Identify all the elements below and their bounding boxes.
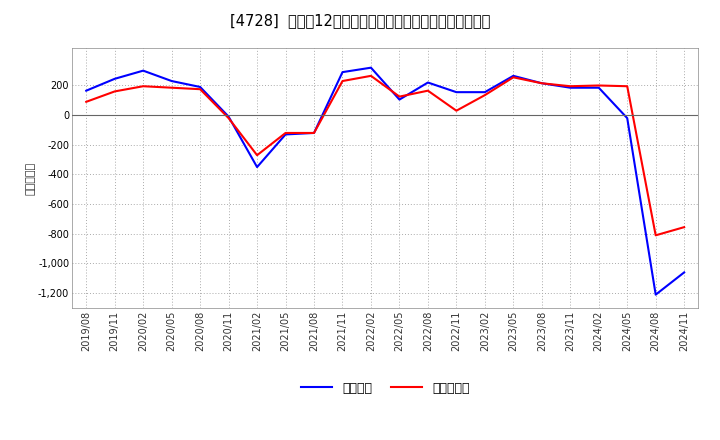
当期純利益 <box>623 84 631 89</box>
経常利益 <box>423 80 432 85</box>
当期純利益 <box>196 87 204 92</box>
経常利益 <box>167 78 176 84</box>
当期純利益 <box>680 224 688 230</box>
当期純利益 <box>509 75 518 80</box>
当期純利益 <box>423 88 432 93</box>
経常利益 <box>623 115 631 121</box>
経常利益 <box>82 88 91 93</box>
経常利益 <box>282 132 290 137</box>
経常利益 <box>452 89 461 95</box>
経常利益 <box>110 76 119 81</box>
当期純利益 <box>167 85 176 90</box>
経常利益 <box>652 292 660 297</box>
経常利益 <box>680 270 688 275</box>
経常利益 <box>253 165 261 170</box>
経常利益 <box>366 65 375 70</box>
当期純利益 <box>253 153 261 158</box>
当期純利益 <box>338 78 347 84</box>
Line: 当期純利益: 当期純利益 <box>86 76 684 235</box>
当期純利益 <box>82 99 91 104</box>
当期純利益 <box>595 83 603 88</box>
当期純利益 <box>366 73 375 78</box>
当期純利益 <box>566 84 575 89</box>
経常利益 <box>537 81 546 86</box>
経常利益 <box>509 73 518 78</box>
当期純利益 <box>310 130 318 136</box>
経常利益 <box>310 130 318 136</box>
Line: 経常利益: 経常利益 <box>86 68 684 295</box>
Legend: 経常利益, 当期純利益: 経常利益, 当期純利益 <box>296 377 474 400</box>
経常利益 <box>595 85 603 90</box>
当期純利益 <box>452 108 461 114</box>
経常利益 <box>225 114 233 119</box>
経常利益 <box>395 97 404 102</box>
当期純利益 <box>480 92 489 98</box>
経常利益 <box>196 84 204 90</box>
経常利益 <box>566 85 575 90</box>
当期純利益 <box>652 233 660 238</box>
経常利益 <box>139 68 148 73</box>
Y-axis label: （百万円）: （百万円） <box>25 161 35 195</box>
当期純利益 <box>282 130 290 136</box>
当期純利益 <box>139 84 148 89</box>
当期純利益 <box>225 115 233 121</box>
当期純利益 <box>395 94 404 99</box>
当期純利益 <box>110 89 119 94</box>
経常利益 <box>480 89 489 95</box>
経常利益 <box>338 70 347 75</box>
Text: [4728]  利益だ12か月移動合計の対前年同期増減額の推移: [4728] 利益だ12か月移動合計の対前年同期増減額の推移 <box>230 13 490 28</box>
当期純利益 <box>537 81 546 86</box>
